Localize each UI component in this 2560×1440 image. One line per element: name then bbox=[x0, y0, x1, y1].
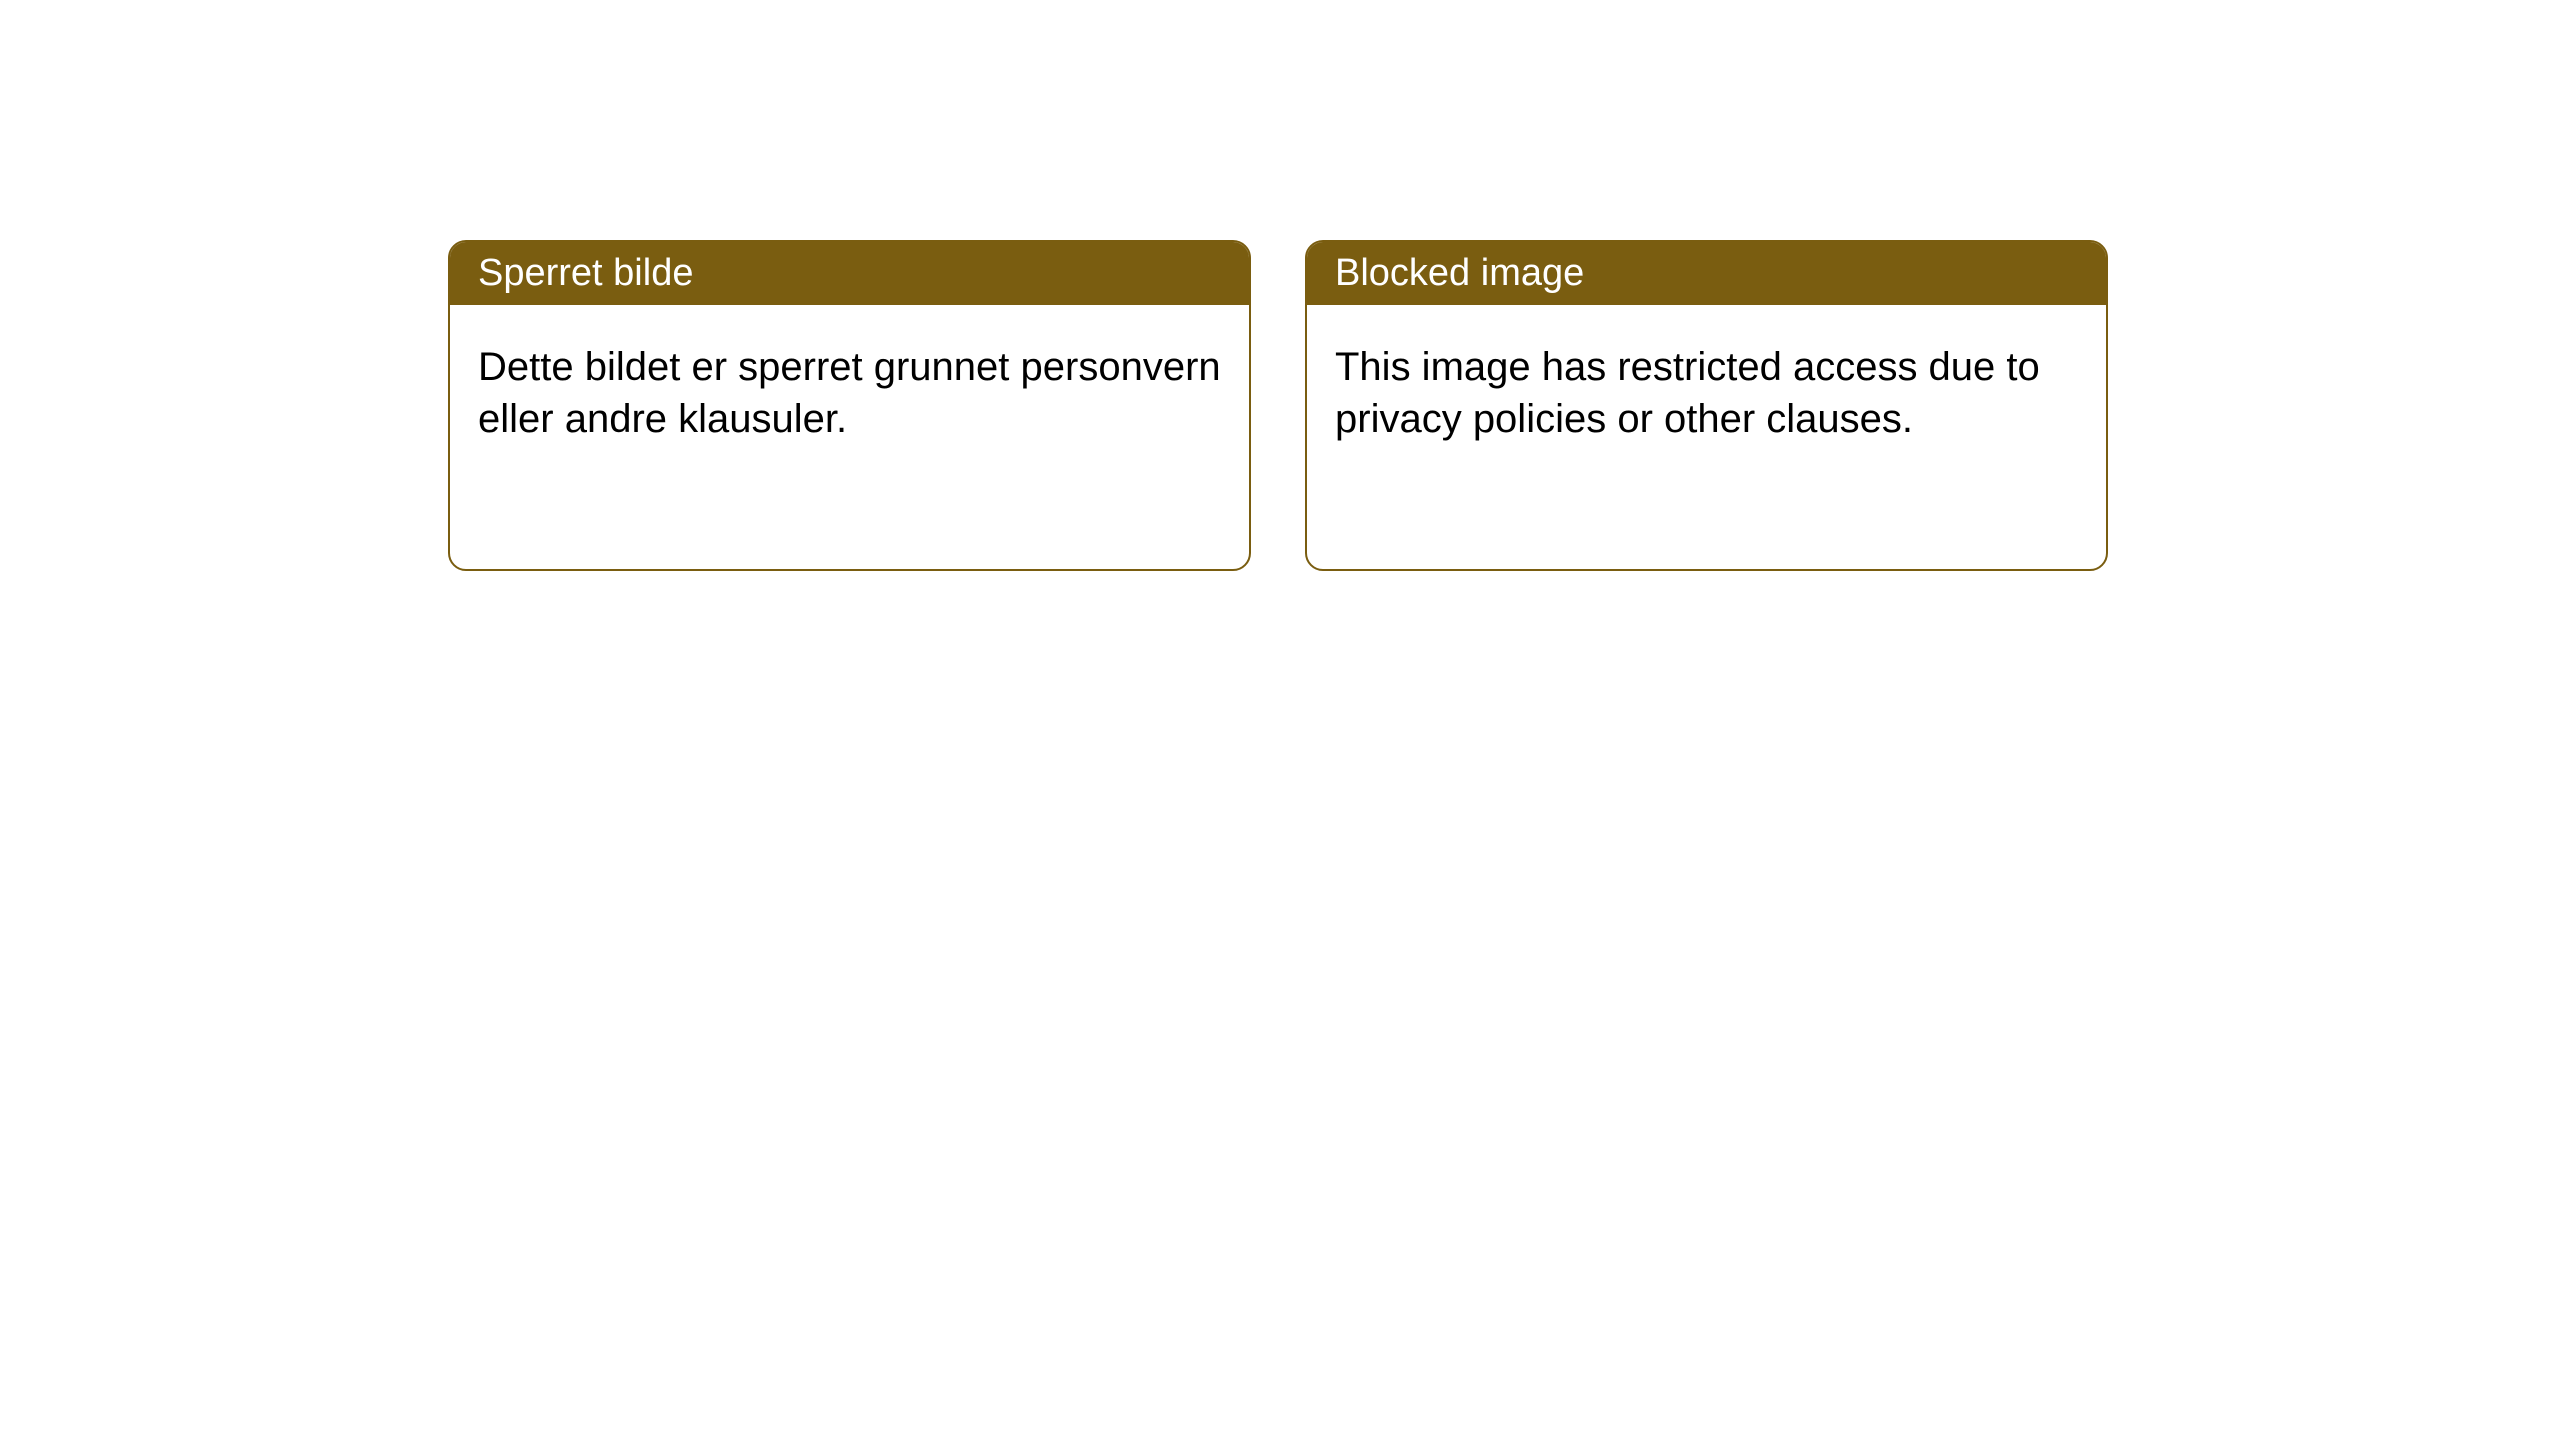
notice-card-english: Blocked image This image has restricted … bbox=[1305, 240, 2108, 571]
notice-header: Blocked image bbox=[1307, 242, 2106, 305]
notice-header: Sperret bilde bbox=[450, 242, 1249, 305]
notice-title: Sperret bilde bbox=[478, 252, 693, 294]
notice-card-norwegian: Sperret bilde Dette bildet er sperret gr… bbox=[448, 240, 1251, 571]
notice-body: This image has restricted access due to … bbox=[1307, 305, 2106, 481]
notice-container: Sperret bilde Dette bildet er sperret gr… bbox=[0, 0, 2560, 571]
notice-body: Dette bildet er sperret grunnet personve… bbox=[450, 305, 1249, 481]
notice-text: Dette bildet er sperret grunnet personve… bbox=[478, 345, 1221, 441]
notice-title: Blocked image bbox=[1335, 252, 1584, 294]
notice-text: This image has restricted access due to … bbox=[1335, 345, 2040, 441]
